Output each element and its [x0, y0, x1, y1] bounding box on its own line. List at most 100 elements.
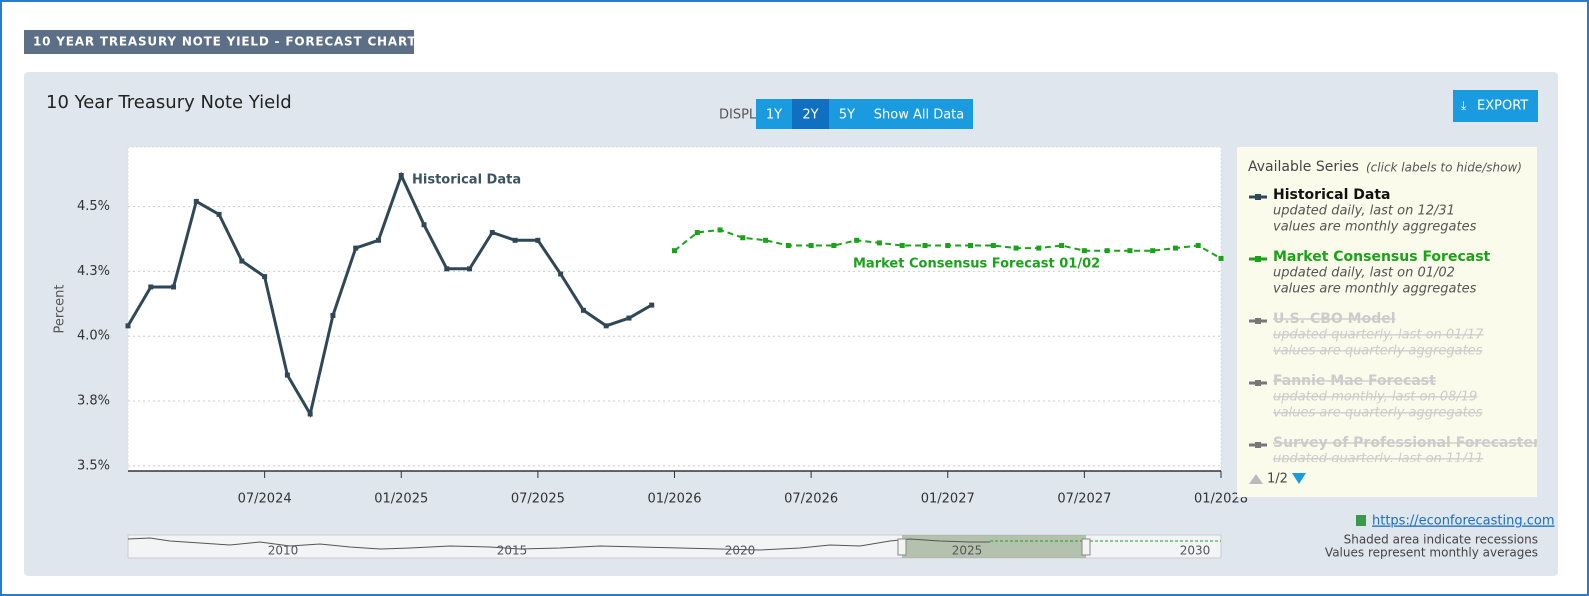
point-marker [353, 245, 359, 251]
legend-name[interactable]: Fannie Mae Forecast [1273, 373, 1436, 389]
point-marker [262, 274, 268, 280]
link-icon [1356, 515, 1366, 526]
annotation: Market Consensus Forecast 01/02 [853, 257, 1100, 272]
annotation: Historical Data [412, 173, 521, 188]
export-icon: ⤓ [1461, 99, 1467, 113]
legend-name[interactable]: Survey of Professional Forecasters [1273, 435, 1548, 451]
navigator-label: 2020 [725, 544, 756, 558]
point-marker [785, 242, 791, 248]
y-tick-label: 4.0% [77, 329, 110, 344]
x-tick-label: 01/2027 [921, 492, 975, 507]
legend-note: updated daily, last on 01/02 [1273, 266, 1455, 281]
point-marker [421, 222, 427, 228]
page-down[interactable] [1292, 473, 1306, 484]
series-panel-hint: (click labels to hide/show) [1366, 161, 1522, 175]
legend-icon-dot [1255, 318, 1261, 324]
point-marker [922, 242, 928, 248]
point-marker [375, 237, 381, 243]
export-button[interactable] [1453, 90, 1538, 122]
point-marker [444, 266, 450, 272]
legend-note: values are monthly aggregates [1273, 282, 1477, 297]
display-button[interactable] [865, 99, 973, 129]
point-marker [1150, 248, 1156, 254]
display-button[interactable] [756, 99, 792, 129]
legend-name[interactable]: U.S. CBO Model [1273, 311, 1396, 327]
navigator-handle[interactable] [897, 538, 907, 556]
point-marker [1218, 255, 1224, 261]
point-marker [876, 240, 882, 246]
display-button-label[interactable]: 5Y [839, 108, 855, 123]
point-marker [694, 230, 700, 236]
point-marker [808, 242, 814, 248]
legend-icon-dot [1255, 194, 1261, 200]
y-tick-label: 4.3% [77, 264, 110, 279]
point-marker [489, 230, 495, 236]
point-marker [899, 242, 905, 248]
legend-note: values are monthly aggregates [1273, 220, 1477, 235]
footer-note: Shaded area indicate recessions [1344, 533, 1538, 547]
point-marker [193, 198, 199, 204]
point-marker [125, 323, 131, 329]
x-tick-label: 07/2024 [238, 492, 292, 507]
point-marker [672, 248, 677, 254]
legend-note: updated daily, last on 12/31 [1273, 204, 1455, 219]
x-tick-label: 01/2026 [647, 492, 701, 507]
navigator-label: 2025 [952, 544, 983, 558]
legend-name[interactable]: Historical Data [1273, 187, 1391, 203]
legend-page: 1/2 [1267, 472, 1288, 487]
point-marker [1036, 245, 1042, 251]
point-marker [1104, 248, 1110, 254]
display-button-label[interactable]: Show All Data [874, 108, 965, 123]
navigator-selection[interactable] [902, 535, 1086, 558]
series-panel [1237, 147, 1537, 497]
point-marker [1127, 248, 1133, 254]
navigator-handle[interactable] [1081, 538, 1091, 556]
y-tick-label: 3.5% [77, 458, 110, 473]
legend-note: updated quarterly, last on 01/17 [1273, 328, 1484, 343]
display-button-label[interactable]: 2Y [802, 108, 818, 123]
display-button-label[interactable]: 1Y [766, 108, 782, 123]
header-tag-bg [24, 30, 414, 54]
point-marker [626, 315, 632, 321]
navigator-label: 2030 [1180, 544, 1211, 558]
series-line [126, 171, 653, 419]
display-button[interactable] [829, 99, 865, 129]
y-axis-label: Percent [53, 285, 68, 334]
legend-note: values are quarterly aggregates [1273, 406, 1483, 421]
point-marker [603, 323, 609, 329]
legend-name[interactable]: Market Consensus Forecast [1273, 249, 1491, 265]
point-marker [968, 242, 974, 248]
point-marker [1195, 242, 1201, 248]
navigator-line [127, 537, 990, 551]
x-tick-label: 07/2026 [784, 492, 838, 507]
source-link[interactable]: https://econforecasting.com [1372, 514, 1555, 529]
series-panel-title: Available Series [1248, 159, 1359, 175]
x-tick-label: 01/2028 [1194, 492, 1248, 507]
legend-note: updated monthly, last on 08/19 [1273, 390, 1477, 405]
point-marker [1172, 245, 1178, 251]
point-marker [307, 411, 313, 417]
point-marker [284, 372, 290, 378]
header-tag: 10 YEAR TREASURY NOTE YIELD - FORECAST C… [33, 35, 416, 49]
point-marker [740, 235, 746, 241]
legend-icon-dot [1255, 442, 1261, 448]
display-button[interactable] [792, 99, 829, 129]
x-tick-label: 07/2027 [1057, 492, 1111, 507]
page-up[interactable] [1249, 474, 1263, 484]
point-marker [1013, 245, 1019, 251]
plot-area [127, 146, 1222, 472]
point-marker [580, 307, 586, 313]
point-marker [535, 237, 541, 243]
navigator-label: 2010 [268, 544, 299, 558]
point-marker [148, 284, 154, 290]
point-marker [831, 242, 837, 248]
y-tick-label: 4.5% [77, 199, 110, 214]
export-label[interactable]: EXPORT [1477, 99, 1528, 114]
x-tick-label: 01/2025 [374, 492, 428, 507]
chart-title: 10 Year Treasury Note Yield [46, 92, 292, 113]
legend-icon-dot [1255, 380, 1261, 386]
point-marker [763, 237, 769, 243]
footer-note: Values represent monthly averages [1325, 546, 1538, 560]
legend-icon-dot [1255, 256, 1261, 262]
